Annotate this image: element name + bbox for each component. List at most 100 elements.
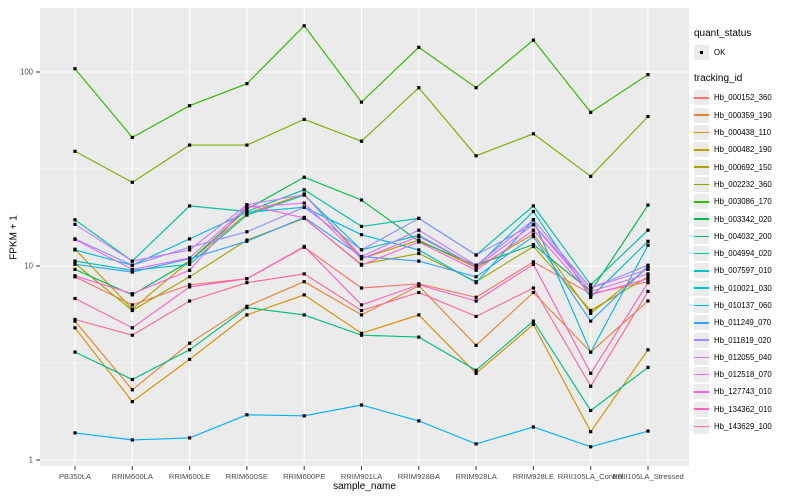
data-point — [245, 413, 249, 417]
data-point — [302, 24, 306, 28]
y-tick-label: 1 — [29, 456, 33, 465]
data-point — [188, 259, 192, 263]
data-point — [302, 117, 306, 121]
legend-item-Hb_012518_070: Hb_012518_070 — [694, 367, 798, 383]
data-point — [359, 331, 364, 335]
series-key-box — [694, 384, 709, 400]
series-color-line-icon — [694, 114, 709, 117]
data-point — [245, 82, 249, 86]
data-point — [646, 73, 650, 77]
data-point — [531, 322, 535, 326]
legend-item-Hb_004032_200: Hb_004032_200 — [694, 228, 798, 244]
data-point — [417, 290, 421, 295]
data-point — [73, 237, 77, 242]
data-point — [646, 299, 650, 303]
data-point — [359, 248, 364, 252]
legend-item-Hb_000152_360: Hb_000152_360 — [694, 90, 798, 106]
data-point — [531, 260, 535, 264]
data-point — [531, 209, 535, 214]
data-point — [417, 240, 421, 244]
series-label: Hb_007597_010 — [714, 266, 772, 276]
data-point — [531, 232, 535, 236]
data-point — [130, 377, 134, 382]
series-key-box — [694, 298, 709, 313]
ok-key-box — [694, 45, 709, 61]
data-point — [646, 289, 650, 293]
data-point — [130, 267, 134, 271]
data-point — [589, 293, 593, 297]
series-color-line-icon — [694, 270, 709, 272]
data-point — [589, 371, 593, 375]
data-point — [188, 237, 192, 241]
series-key-box — [694, 263, 709, 279]
data-point — [245, 207, 249, 211]
legend-gap — [694, 62, 798, 73]
series-key-box — [694, 125, 709, 141]
data-point — [474, 299, 478, 303]
series-label: Hb_010021_030 — [714, 283, 772, 293]
data-point — [589, 408, 593, 413]
series-color-line-icon — [694, 425, 709, 428]
data-point — [359, 286, 364, 290]
series-color-line-icon — [694, 356, 709, 359]
data-point — [130, 400, 134, 404]
data-point — [188, 248, 192, 252]
data-point — [589, 445, 593, 449]
data-point — [188, 357, 192, 361]
data-point — [302, 313, 306, 317]
series-key-box — [694, 211, 709, 227]
data-point — [245, 210, 249, 214]
series-key-box — [694, 332, 709, 348]
data-point — [245, 213, 249, 217]
data-point — [245, 143, 249, 147]
data-point — [188, 436, 192, 440]
legend-item-Hb_134362_010: Hb_134362_010 — [694, 401, 798, 417]
data-point — [359, 403, 364, 407]
legend-item-Hb_004994_020: Hb_004994_020 — [694, 246, 798, 262]
data-point — [646, 203, 650, 207]
ok-point-icon — [699, 50, 704, 55]
data-point — [531, 319, 535, 323]
series-color-line-icon — [694, 339, 709, 341]
data-point — [531, 223, 535, 227]
x-tick-label: RRIM600SE — [226, 472, 268, 481]
x-tick-label: RRIM600LA — [112, 472, 154, 481]
data-point — [188, 245, 192, 249]
data-point — [646, 281, 650, 285]
data-point — [73, 317, 77, 322]
data-point — [188, 143, 192, 147]
data-point — [130, 308, 134, 313]
x-tick-label: RRIM600PE — [283, 472, 325, 481]
x-tick-label: RRIM600LE — [169, 472, 210, 481]
data-point — [188, 275, 192, 279]
legend-tracking-list: Hb_000152_360 Hb_000359_190 Hb_000438_110 H… — [694, 90, 798, 435]
data-point — [531, 204, 535, 208]
legend-item-Hb_143629_100: Hb_143629_100 — [694, 419, 798, 435]
series-label: Hb_012518_070 — [714, 370, 772, 380]
data-point — [359, 224, 364, 228]
y-tick-label: 100 — [20, 68, 34, 77]
x-tick-label: RRIM928LE — [513, 472, 554, 481]
data-point — [73, 350, 77, 354]
data-point — [245, 313, 249, 317]
data-point — [474, 86, 478, 90]
data-point — [646, 239, 650, 243]
series-key-box — [694, 280, 709, 296]
data-point — [531, 132, 535, 136]
data-point — [188, 341, 192, 345]
legend-ok-label: OK — [714, 48, 726, 58]
data-point — [531, 242, 535, 247]
legend-item-Hb_012055_040: Hb_012055_040 — [694, 349, 798, 365]
data-point — [646, 275, 650, 279]
series-label: Hb_000692_150 — [714, 162, 772, 172]
series-label: Hb_004032_200 — [714, 231, 772, 241]
legend-item-Hb_002232_360: Hb_002232_360 — [694, 176, 798, 192]
data-point — [417, 283, 421, 287]
series-label: Hb_011249_070 — [714, 318, 772, 328]
series-label: Hb_004994_020 — [714, 249, 772, 259]
data-point — [245, 306, 249, 310]
data-point — [302, 414, 306, 418]
data-point — [73, 296, 77, 301]
series-color-line-icon — [694, 287, 709, 289]
data-point — [531, 262, 535, 266]
